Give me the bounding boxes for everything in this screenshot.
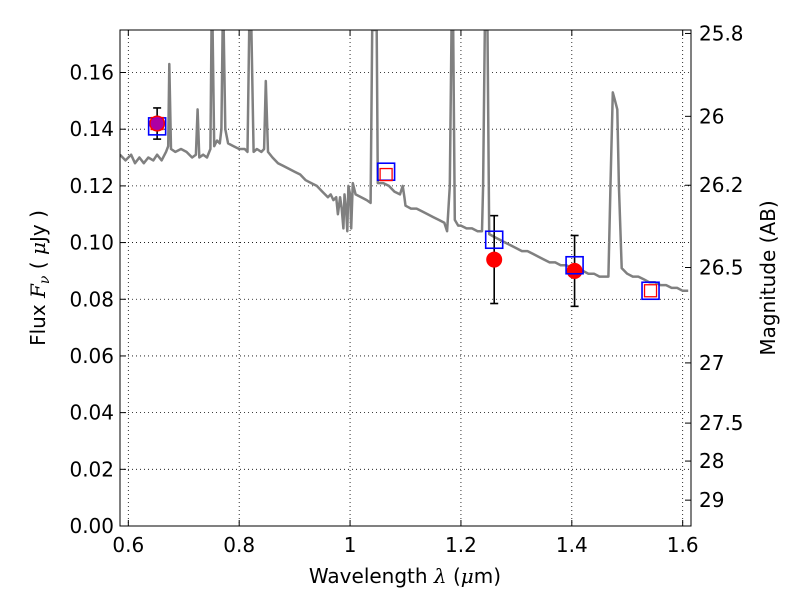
plot-area [120,30,689,308]
model-square-large [565,255,584,275]
y-tick-label: 0.06 [69,344,114,368]
grid [120,30,691,527]
x-tick-label: 1.6 [667,533,699,557]
y2-axis-label: Magnitude (AB) [756,200,780,355]
x-tick-label: 1.4 [556,533,588,557]
y-tick-label: 0.00 [69,514,114,538]
y-tick-label: 0.16 [69,61,114,85]
overlap-point [150,117,164,131]
y-tick-label: 0.14 [69,117,114,141]
y2-tick-label: 26 [699,104,724,128]
y2-tick-label: 25.8 [699,21,744,45]
model-square-small [643,284,658,298]
y2-tick-label: 26.5 [699,256,744,280]
y-tick-label: 0.10 [69,231,114,255]
model-square-large [641,281,660,301]
model-square-small [379,167,393,182]
y-tick-label: 0.04 [69,401,114,425]
y2-tick-label: 26.2 [699,173,744,197]
spectrum-line [120,30,689,293]
measured-point [486,251,503,268]
axes-frame [119,29,692,527]
measured-point [566,262,583,279]
y2-tick-label: 27 [699,351,724,375]
y2-tick-label: 27.5 [699,411,744,435]
y-tick-label: 0.08 [69,287,114,311]
x-tick-label: 0.6 [112,533,144,557]
x-tick-label: 1.2 [445,533,477,557]
y2-tick-label: 29 [699,488,724,512]
y2-tick-label: 28 [699,449,724,473]
model-square-large [484,230,504,250]
y-tick-label: 0.12 [69,174,114,198]
y-tick-label: 0.02 [69,457,114,481]
x-tick-label: 1 [344,533,357,557]
ticks: 0.6 0.8 1 1.2 1.4 1.6 0.00 0.02 0.04 0.06 0.08 0.10… [69,21,743,557]
x-tick-label: 0.8 [223,533,255,557]
x-axis-label: Wavelength λ (μm) [309,564,501,588]
y-axis-label: Flux Fν ( μJy ) [26,210,53,346]
